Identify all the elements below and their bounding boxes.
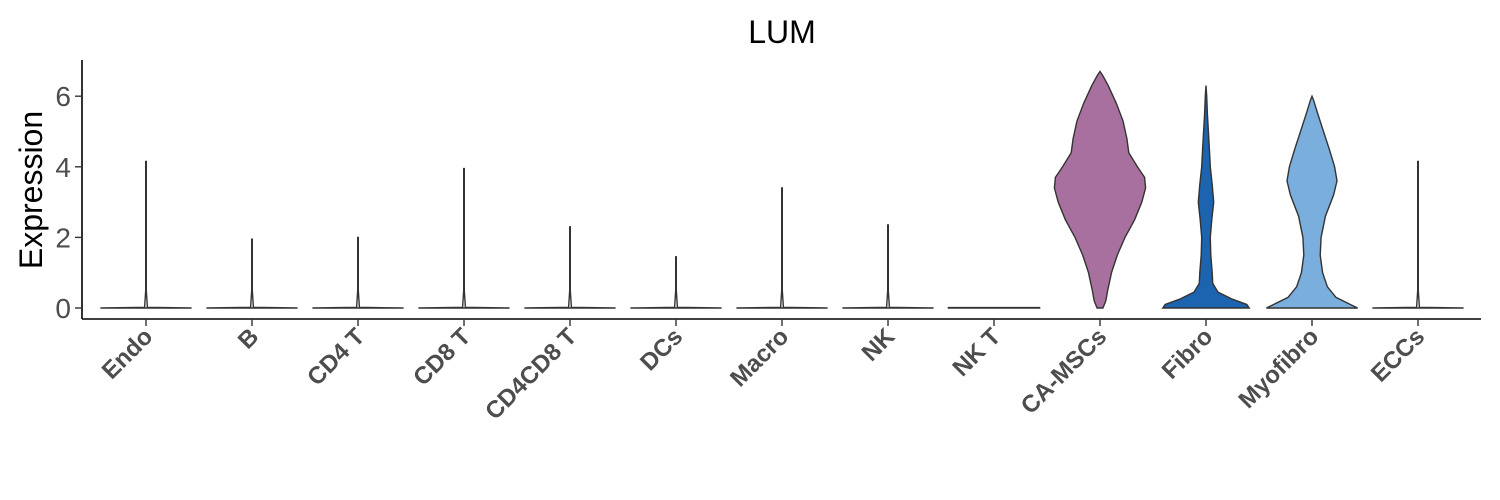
violin-layer: [100, 70, 1464, 309]
violin-ca-mscs: [1053, 70, 1147, 309]
x-tick-label: B: [233, 323, 264, 354]
x-tick-label: DCs: [635, 323, 688, 376]
y-tick-label: 4: [55, 152, 71, 183]
y-axis-label: Expression: [13, 111, 49, 269]
x-tick-label: Macro: [725, 323, 794, 392]
y-tick-label: 2: [55, 222, 71, 253]
x-tick-label: Fibro: [1157, 323, 1219, 385]
x-tick-label: CA-MSCs: [1016, 323, 1112, 419]
violin-myofibro: [1266, 94, 1358, 309]
violin-eccs: [1372, 160, 1464, 309]
x-tick-label: ECCs: [1366, 323, 1430, 387]
violin-fibro: [1161, 85, 1251, 309]
violin-b: [206, 238, 298, 309]
x-axis-ticks: Endo B CD4 T CD8 T CD4CD8 T DCs Macro NK NK T CA-…: [97, 319, 1430, 425]
x-tick-label: Endo: [97, 323, 159, 385]
violin-cd4cd8-t: [524, 226, 616, 309]
violin-dcs: [630, 256, 722, 309]
x-tick-label: NK: [857, 323, 901, 367]
x-tick-label: Myofibro: [1234, 323, 1325, 414]
y-tick-label: 6: [55, 81, 71, 112]
chart-title: LUM: [748, 14, 816, 50]
x-tick-label: CD4 T: [302, 323, 370, 391]
y-axis-ticks: 0 2 4 6: [55, 81, 82, 324]
x-tick-label: CD4CD8 T: [480, 323, 582, 425]
y-tick-label: 0: [55, 293, 71, 324]
violin-nk: [842, 224, 934, 309]
x-tick-label: CD8 T: [408, 323, 476, 391]
violin-cd8-t: [418, 167, 510, 309]
violin-macro: [736, 187, 828, 309]
x-tick-label: NK T: [948, 323, 1007, 382]
violin-endo: [100, 160, 192, 309]
violin-cd4-t: [312, 236, 404, 309]
